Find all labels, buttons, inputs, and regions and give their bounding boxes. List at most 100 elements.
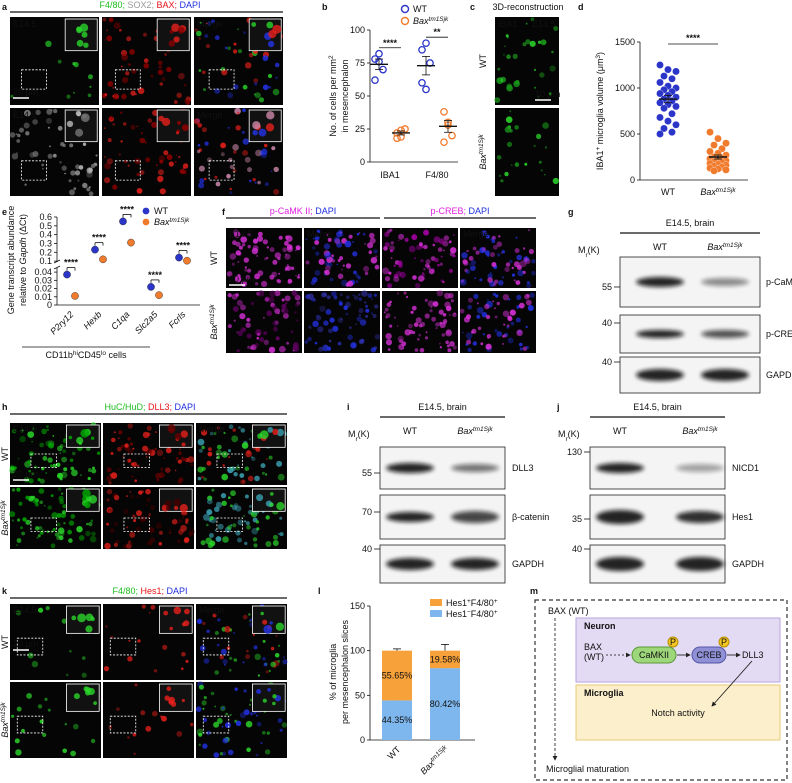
cell-signal [119, 28, 122, 32]
cell-signal [136, 464, 140, 468]
cell-signal [137, 639, 141, 643]
cell-signal [517, 269, 524, 277]
micrograph [495, 108, 559, 196]
text-segment: M [578, 245, 586, 255]
cell-signal [235, 530, 241, 536]
text-segment: tm1Sjk [0, 702, 7, 723]
cell-signal [41, 528, 45, 532]
cell-signal [417, 338, 420, 341]
cell-signal [57, 487, 62, 491]
cell-signal [82, 182, 88, 189]
x-tick-label: P2ry12 [48, 309, 75, 336]
band-label: GAPDH [766, 370, 792, 380]
cell-signal [531, 270, 536, 276]
cell-signal [508, 298, 511, 301]
inset-signal [166, 686, 172, 691]
cell-signal [41, 163, 45, 167]
cell-signal [235, 720, 242, 726]
data-point [668, 75, 676, 83]
cell-signal [61, 618, 67, 624]
legend-label: Hes1+F4/80+ [446, 598, 498, 609]
cell-signal [342, 264, 345, 267]
cell-signal [261, 471, 265, 475]
cell-signal [222, 536, 229, 543]
x-tick-label: WT [385, 744, 402, 761]
node-label: CaMKII [639, 650, 669, 660]
cell-signal [540, 39, 547, 46]
cell-signal [62, 504, 67, 509]
cell-signal [390, 257, 393, 259]
inset-signal [262, 619, 268, 625]
cell-signal [146, 425, 152, 431]
cell-signal [11, 488, 16, 492]
cell-signal [25, 519, 31, 525]
cell-signal [389, 245, 395, 252]
cell-signal [52, 463, 57, 468]
data-point [147, 283, 155, 291]
blot-band [596, 463, 644, 473]
cell-signal [500, 179, 504, 183]
cell-signal [296, 301, 301, 305]
cell-signal [59, 161, 62, 164]
cell-signal [247, 268, 252, 273]
y-tick-label: 0.01 [34, 292, 52, 302]
cell-signal [235, 241, 241, 247]
y-tick-label: 0.1 [39, 256, 52, 266]
inset-region [216, 453, 243, 469]
cell-signal [503, 323, 506, 326]
text-segment: + [595, 147, 602, 151]
text-segment: + [467, 598, 471, 605]
inset-signal [169, 626, 173, 631]
cell-signal [137, 87, 145, 95]
cell-signal [230, 466, 236, 472]
cell-signal [47, 505, 52, 510]
text-segment: r [356, 436, 359, 443]
cell-signal [130, 124, 136, 130]
cell-signal [415, 317, 422, 324]
cell-signal [260, 152, 267, 159]
cell-signal [159, 467, 164, 472]
cell-signal [177, 539, 181, 543]
text-segment: (K) [568, 429, 580, 439]
data-point [127, 238, 135, 247]
inset-signal [93, 701, 97, 705]
cell-signal [337, 317, 344, 324]
cell-signal [224, 626, 231, 633]
cell-signal [253, 543, 258, 548]
cell-signal [236, 299, 243, 306]
cell-signal [61, 165, 67, 171]
cell-signal [109, 528, 115, 533]
y-tick-label: 0.02 [34, 284, 52, 294]
cell-signal [317, 326, 324, 333]
cell-signal [396, 325, 399, 327]
cell-signal [418, 333, 422, 337]
cell-signal [199, 178, 205, 184]
cell-signal [142, 431, 150, 439]
text-segment: IBA1 [595, 151, 605, 171]
cell-signal [131, 68, 137, 74]
cell-signal [68, 179, 72, 183]
cell-signal [224, 722, 231, 729]
cell-signal [106, 29, 109, 32]
blot-band [701, 278, 749, 286]
cell-signal [486, 334, 492, 339]
text-segment: + [494, 598, 498, 605]
cell-signal [216, 426, 220, 430]
cell-signal [393, 273, 399, 279]
cell-signal [197, 144, 201, 147]
cell-signal [88, 191, 94, 197]
cell-signal [507, 315, 512, 321]
cell-signal [241, 479, 246, 484]
cell-signal [248, 438, 252, 441]
cell-signal [324, 270, 328, 274]
cell-signal [266, 731, 270, 735]
cell-signal [307, 336, 312, 342]
cell-signal [340, 318, 343, 321]
text-segment: tm1Sjk [698, 426, 719, 433]
legend-swatch [430, 599, 442, 606]
cell-signal [228, 157, 233, 163]
cell-signal [42, 732, 47, 738]
cell-signal [534, 86, 536, 89]
band-label: Hes1 [732, 512, 753, 522]
text-segment: Bax [0, 520, 10, 536]
